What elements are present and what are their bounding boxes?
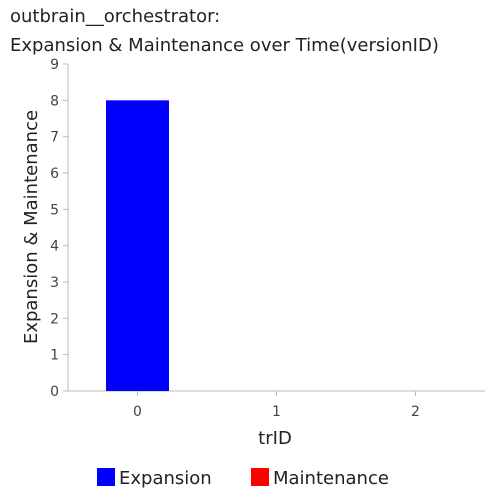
y-tick-label: 2 bbox=[50, 311, 59, 327]
y-tick-label: 8 bbox=[50, 93, 59, 109]
bar-expansion-0 bbox=[106, 100, 169, 391]
y-tick-label: 9 bbox=[50, 57, 59, 73]
chart-title-line1: outbrain__orchestrator: bbox=[10, 6, 220, 27]
x-axis: 0 1 2 bbox=[68, 390, 485, 420]
y-tick-label: 0 bbox=[50, 384, 59, 400]
legend-label-maintenance: Maintenance bbox=[273, 468, 389, 489]
chart-title-line2: Expansion & Maintenance over Time(versio… bbox=[10, 35, 439, 56]
y-tick-label: 3 bbox=[50, 275, 59, 291]
x-axis-label: trID bbox=[258, 428, 292, 449]
y-tick-label: 4 bbox=[50, 239, 59, 255]
x-tick-label: 2 bbox=[411, 404, 420, 420]
y-axis: 0 1 2 3 4 5 6 7 8 9 bbox=[50, 57, 69, 400]
y-tick-label: 1 bbox=[50, 348, 59, 364]
x-tick-label: 1 bbox=[272, 404, 281, 420]
legend-label-expansion: Expansion bbox=[119, 468, 212, 489]
y-axis-label: Expansion & Maintenance bbox=[21, 110, 42, 344]
y-tick-label: 5 bbox=[50, 202, 59, 218]
legend: Expansion Maintenance bbox=[97, 468, 389, 489]
legend-swatch-maintenance bbox=[251, 468, 269, 486]
legend-swatch-expansion bbox=[97, 468, 115, 486]
y-tick-label: 7 bbox=[50, 130, 59, 146]
bars bbox=[106, 100, 169, 391]
x-tick-label: 0 bbox=[133, 404, 142, 420]
y-tick-label: 6 bbox=[50, 166, 59, 182]
